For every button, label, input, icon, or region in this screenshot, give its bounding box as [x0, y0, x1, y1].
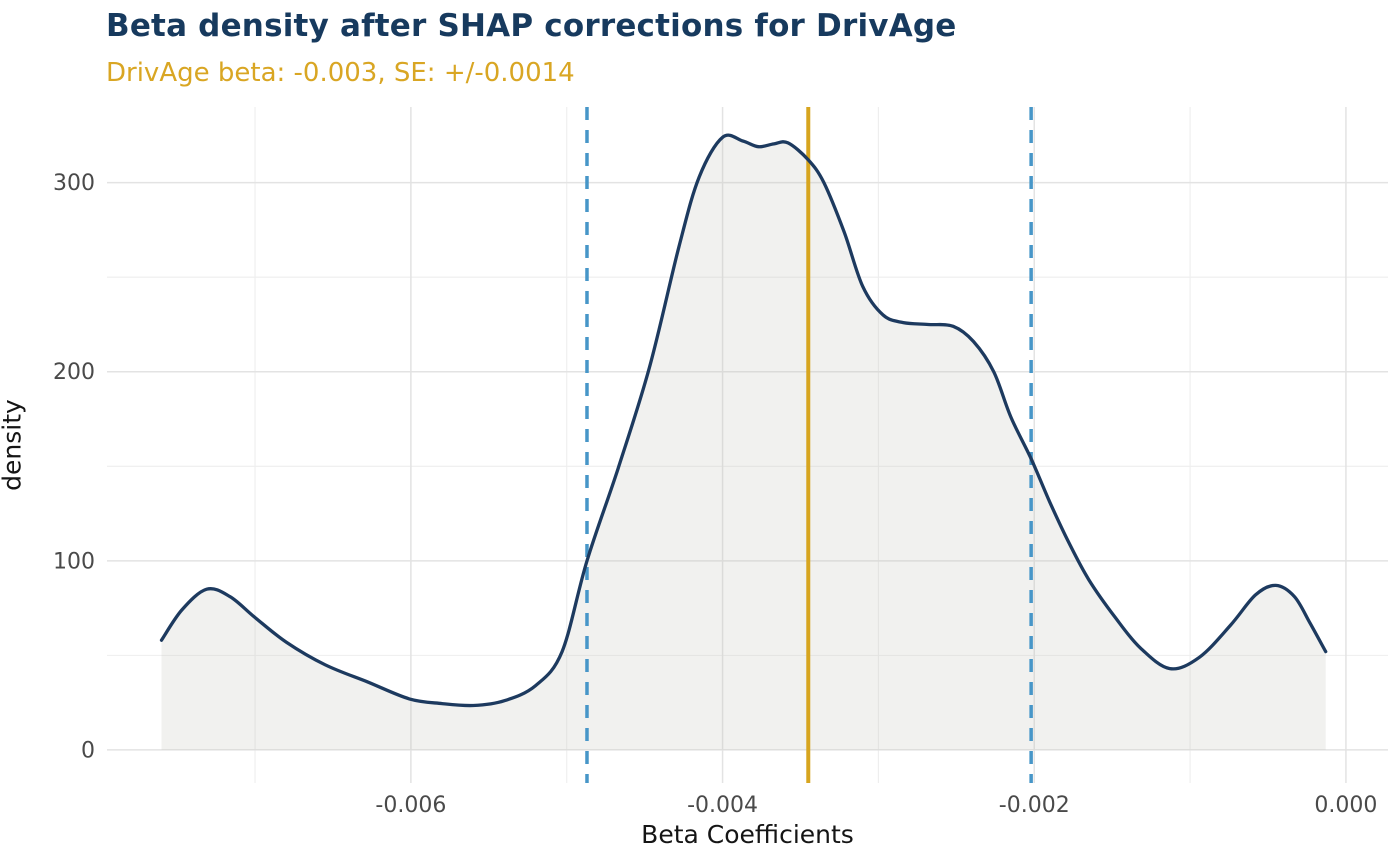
- density-curve: [159, 133, 1328, 708]
- y-axis-title: density: [0, 399, 27, 491]
- x-tick-label: -0.004: [687, 793, 758, 818]
- x-tick-label: -0.006: [375, 793, 446, 818]
- y-tick-label: 200: [53, 360, 95, 385]
- x-tick-label: 0.000: [1314, 793, 1377, 818]
- chart-title: Beta density after SHAP corrections for …: [106, 8, 957, 44]
- chart-subtitle: DrivAge beta: -0.003, SE: +/-0.0014: [106, 58, 575, 88]
- y-tick-label: 100: [53, 549, 95, 574]
- x-axis-title: Beta Coefficients: [641, 820, 854, 849]
- y-tick-label: 0: [81, 738, 95, 763]
- density-fill: [161, 135, 1326, 750]
- y-tick-label: 300: [53, 171, 95, 196]
- x-tick-label: -0.002: [999, 793, 1070, 818]
